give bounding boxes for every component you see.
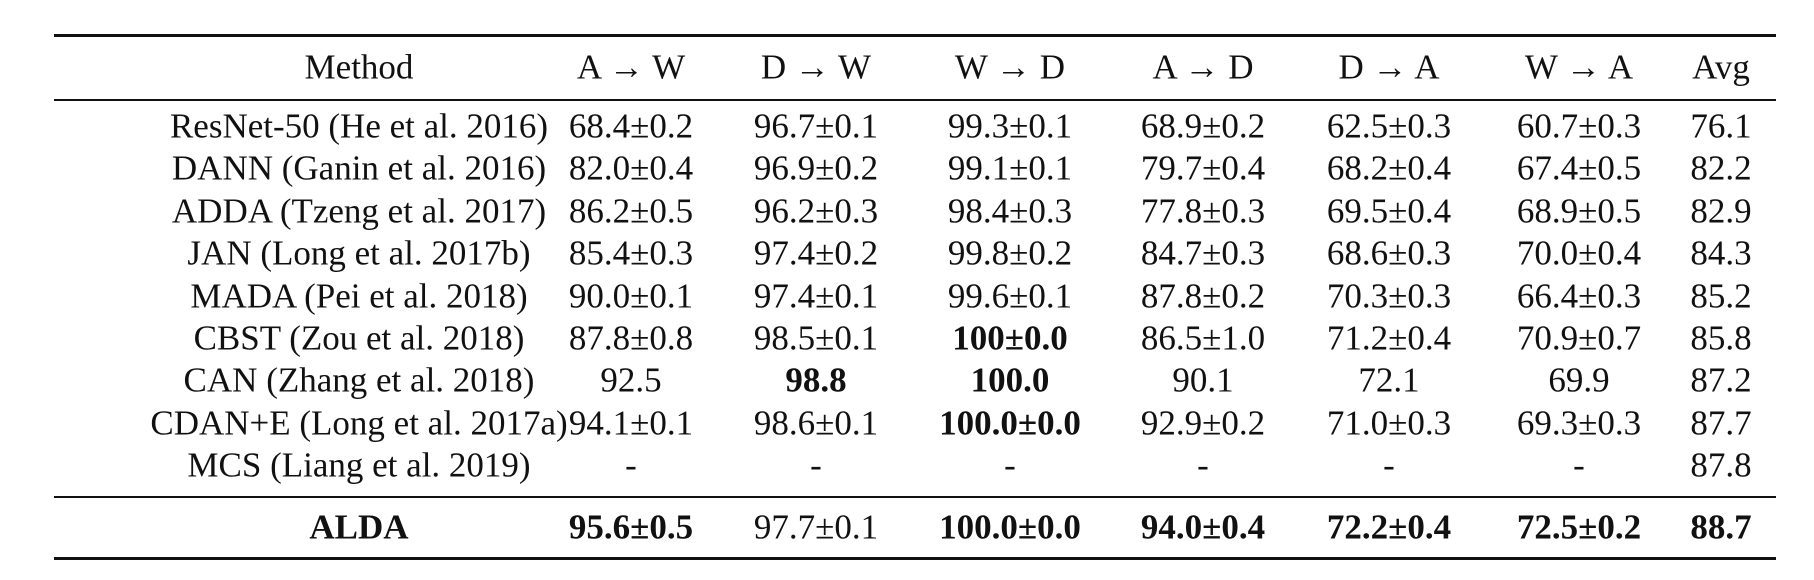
value-cell: 88.7 bbox=[1690, 507, 1752, 547]
header-cell: D → W bbox=[760, 47, 872, 87]
value-cell: - bbox=[1004, 445, 1016, 485]
method-cell: DANN (Ganin et al. 2016) bbox=[171, 148, 547, 188]
value-cell: 100±0.0 bbox=[952, 318, 1068, 358]
method-cell: ADDA (Tzeng et al. 2017) bbox=[171, 191, 547, 231]
value-cell: 85.4±0.3 bbox=[568, 233, 694, 273]
value-cell: 86.5±1.0 bbox=[1140, 318, 1266, 358]
value-cell: 82.9 bbox=[1690, 191, 1752, 231]
value-cell: 60.7±0.3 bbox=[1516, 106, 1642, 146]
value-cell: 87.2 bbox=[1690, 360, 1752, 400]
value-cell: 97.7±0.1 bbox=[753, 507, 879, 547]
value-cell: 70.9±0.7 bbox=[1516, 318, 1642, 358]
value-cell: - bbox=[1383, 445, 1395, 485]
value-cell: 98.4±0.3 bbox=[947, 191, 1073, 231]
value-cell: 79.7±0.4 bbox=[1140, 148, 1266, 188]
value-cell: 86.2±0.5 bbox=[568, 191, 694, 231]
value-cell: 92.5 bbox=[600, 360, 662, 400]
value-cell: 100.0 bbox=[970, 360, 1050, 400]
header-cell: Avg bbox=[1692, 47, 1750, 87]
value-cell: 90.0±0.1 bbox=[568, 276, 694, 316]
value-cell: 71.2±0.4 bbox=[1326, 318, 1452, 358]
value-cell: 99.8±0.2 bbox=[947, 233, 1073, 273]
value-cell: 69.5±0.4 bbox=[1326, 191, 1452, 231]
value-cell: 96.2±0.3 bbox=[753, 191, 879, 231]
value-cell: 99.6±0.1 bbox=[947, 276, 1073, 316]
method-cell: MADA (Pei et al. 2018) bbox=[190, 276, 528, 316]
value-cell: 99.3±0.1 bbox=[947, 106, 1073, 146]
value-cell: 84.7±0.3 bbox=[1140, 233, 1266, 273]
header-cell: W → A bbox=[1524, 47, 1634, 87]
value-cell: 98.5±0.1 bbox=[753, 318, 879, 358]
mid-rule bbox=[54, 496, 1776, 498]
value-cell: 70.0±0.4 bbox=[1516, 233, 1642, 273]
value-cell: - bbox=[625, 445, 637, 485]
value-cell: 82.2 bbox=[1690, 148, 1752, 188]
value-cell: 71.0±0.3 bbox=[1326, 403, 1452, 443]
value-cell: 77.8±0.3 bbox=[1140, 191, 1266, 231]
value-cell: 85.8 bbox=[1690, 318, 1752, 358]
value-cell: 96.7±0.1 bbox=[753, 106, 879, 146]
value-cell: 87.7 bbox=[1690, 403, 1752, 443]
value-cell: 94.0±0.4 bbox=[1140, 507, 1266, 547]
value-cell: 100.0±0.0 bbox=[939, 403, 1081, 443]
value-cell: 72.5±0.2 bbox=[1516, 507, 1642, 547]
header-cell: D → A bbox=[1338, 47, 1440, 87]
method-cell: CAN (Zhang et al. 2018) bbox=[183, 360, 535, 400]
value-cell: 69.3±0.3 bbox=[1516, 403, 1642, 443]
value-cell: 70.3±0.3 bbox=[1326, 276, 1452, 316]
value-cell: 87.8 bbox=[1690, 445, 1752, 485]
value-cell: 84.3 bbox=[1690, 233, 1752, 273]
value-cell: 68.2±0.4 bbox=[1326, 148, 1452, 188]
value-cell: 72.1 bbox=[1358, 360, 1420, 400]
value-cell: 68.9±0.2 bbox=[1140, 106, 1266, 146]
method-cell: JAN (Long et al. 2017b) bbox=[187, 233, 531, 273]
header-rule bbox=[54, 99, 1776, 101]
value-cell: 62.5±0.3 bbox=[1326, 106, 1452, 146]
header-cell: W → D bbox=[954, 47, 1066, 87]
value-cell: 85.2 bbox=[1690, 276, 1752, 316]
value-cell: 95.6±0.5 bbox=[568, 507, 694, 547]
method-cell: ResNet-50 (He et al. 2016) bbox=[169, 106, 549, 146]
value-cell: 68.4±0.2 bbox=[568, 106, 694, 146]
bottom-rule bbox=[54, 557, 1776, 560]
header-cell: A → W bbox=[576, 47, 686, 87]
value-cell: - bbox=[1573, 445, 1585, 485]
value-cell: 97.4±0.1 bbox=[753, 276, 879, 316]
method-cell: MCS (Liang et al. 2019) bbox=[187, 445, 531, 485]
value-cell: - bbox=[1197, 445, 1209, 485]
value-cell: 67.4±0.5 bbox=[1516, 148, 1642, 188]
value-cell: 68.6±0.3 bbox=[1326, 233, 1452, 273]
method-cell: CDAN+E (Long et al. 2017a) bbox=[150, 403, 568, 443]
value-cell: 87.8±0.2 bbox=[1140, 276, 1266, 316]
value-cell: 66.4±0.3 bbox=[1516, 276, 1642, 316]
method-cell: ALDA bbox=[309, 507, 409, 547]
header-cell: A → D bbox=[1152, 47, 1254, 87]
value-cell: 90.1 bbox=[1172, 360, 1234, 400]
value-cell: 99.1±0.1 bbox=[947, 148, 1073, 188]
value-cell: 92.9±0.2 bbox=[1140, 403, 1266, 443]
value-cell: 72.2±0.4 bbox=[1326, 507, 1452, 547]
value-cell: 87.8±0.8 bbox=[568, 318, 694, 358]
value-cell: 94.1±0.1 bbox=[568, 403, 694, 443]
value-cell: 69.9 bbox=[1548, 360, 1610, 400]
value-cell: 100.0±0.0 bbox=[939, 507, 1081, 547]
method-cell: CBST (Zou et al. 2018) bbox=[193, 318, 525, 358]
value-cell: 98.8 bbox=[785, 360, 847, 400]
value-cell: 82.0±0.4 bbox=[568, 148, 694, 188]
top-rule bbox=[54, 34, 1776, 37]
value-cell: 97.4±0.2 bbox=[753, 233, 879, 273]
value-cell: 76.1 bbox=[1690, 106, 1752, 146]
value-cell: 68.9±0.5 bbox=[1516, 191, 1642, 231]
value-cell: 96.9±0.2 bbox=[753, 148, 879, 188]
header-cell: Method bbox=[304, 47, 414, 87]
value-cell: - bbox=[810, 445, 822, 485]
value-cell: 98.6±0.1 bbox=[753, 403, 879, 443]
